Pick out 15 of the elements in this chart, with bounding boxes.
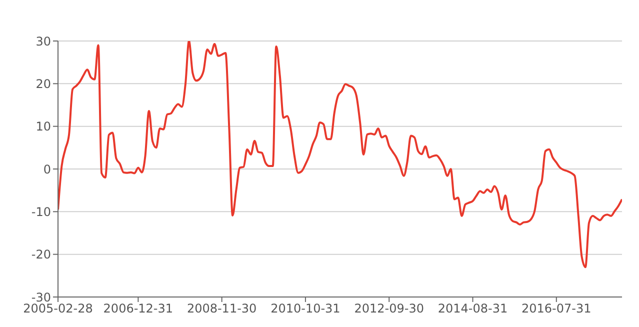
x-tick-label: 2014-08-31 xyxy=(438,302,508,316)
x-tick-label: 2012-09-30 xyxy=(354,302,424,316)
line-series xyxy=(58,41,622,268)
y-tick-label: 20 xyxy=(36,76,51,91)
x-tick-label: 2006-12-31 xyxy=(103,302,174,316)
y-tick-label: -10 xyxy=(31,204,51,219)
x-tick-label: 2010-10-31 xyxy=(270,302,340,316)
x-tick-label: 2016-07-31 xyxy=(522,302,592,316)
x-tick-label: 2005-02-28 xyxy=(23,302,93,316)
y-tick-label: 10 xyxy=(36,120,51,134)
y-tick-label: -30 xyxy=(31,290,51,304)
y-tick-label: 30 xyxy=(36,34,51,48)
x-tick-label: 2008-11-30 xyxy=(186,302,257,316)
y-tick-label: -20 xyxy=(31,248,51,262)
y-tick-label: 0 xyxy=(43,162,51,176)
